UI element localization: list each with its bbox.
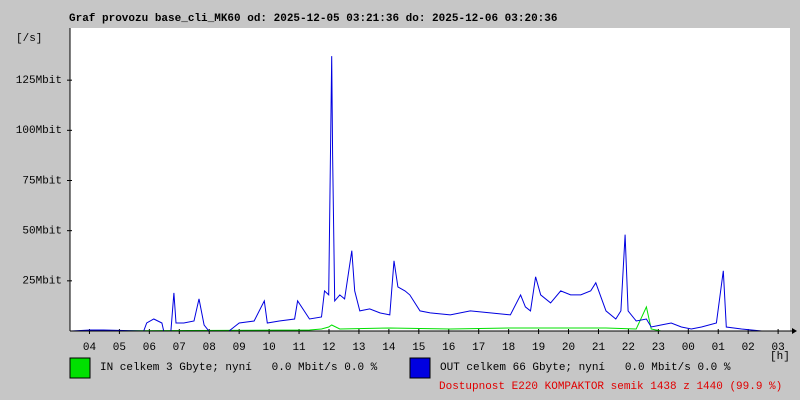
y-tick-label: 125Mbit [16,75,62,87]
x-tick-label: 22 [622,342,635,354]
x-tick-label: 08 [203,342,216,354]
x-tick-label: 14 [382,342,396,354]
x-tick-label: 17 [472,342,485,354]
y-tick-label: 50Mbit [22,226,62,238]
series-line [71,56,787,332]
x-tick-label: 01 [712,342,726,354]
x-tick-label: 11 [292,342,306,354]
x-tick-label: 05 [113,342,126,354]
legend-label: IN celkem 3 Gbyte; nyní 0.0 Mbit/s 0.0 % [100,362,378,374]
x-tick-label: 07 [173,342,186,354]
plot-area [70,28,790,331]
x-tick-label: 09 [233,342,246,354]
y-tick-label: 75Mbit [22,175,62,187]
series-line [71,305,787,332]
x-tick-label: 12 [322,342,335,354]
legend-swatch [69,357,91,379]
y-tick-label: 25Mbit [22,276,62,288]
y-axis-label: [/s] [16,33,42,45]
x-tick-label: 21 [592,342,606,354]
x-tick-label: 18 [502,342,515,354]
x-tick-label: 20 [562,342,575,354]
x-tick-label: 10 [263,342,276,354]
x-tick-label: 04 [83,342,97,354]
legend-label: OUT celkem 66 Gbyte; nyní 0.0 Mbit/s 0.0… [440,362,731,374]
x-tick-label: 13 [352,342,365,354]
x-tick-label: 06 [143,342,156,354]
x-tick-label: 16 [442,342,455,354]
chart-title: Graf provozu base_cli_MK60 od: 2025-12-0… [69,13,557,25]
y-tick-label: 100Mbit [16,125,62,137]
x-tick-label: 23 [652,342,665,354]
x-tick-label: 02 [742,342,755,354]
x-tick-label: 00 [682,342,695,354]
x-tick-label: 03 [772,342,785,354]
x-tick-label: 19 [532,342,545,354]
availability-note: Dostupnost E220 KOMPAKTOR semik 1438 z 1… [439,381,782,393]
x-axis-arrow [792,328,797,334]
x-tick-label: 15 [412,342,425,354]
x-axis-label: [h] [770,351,790,363]
legend-swatch [409,357,431,379]
